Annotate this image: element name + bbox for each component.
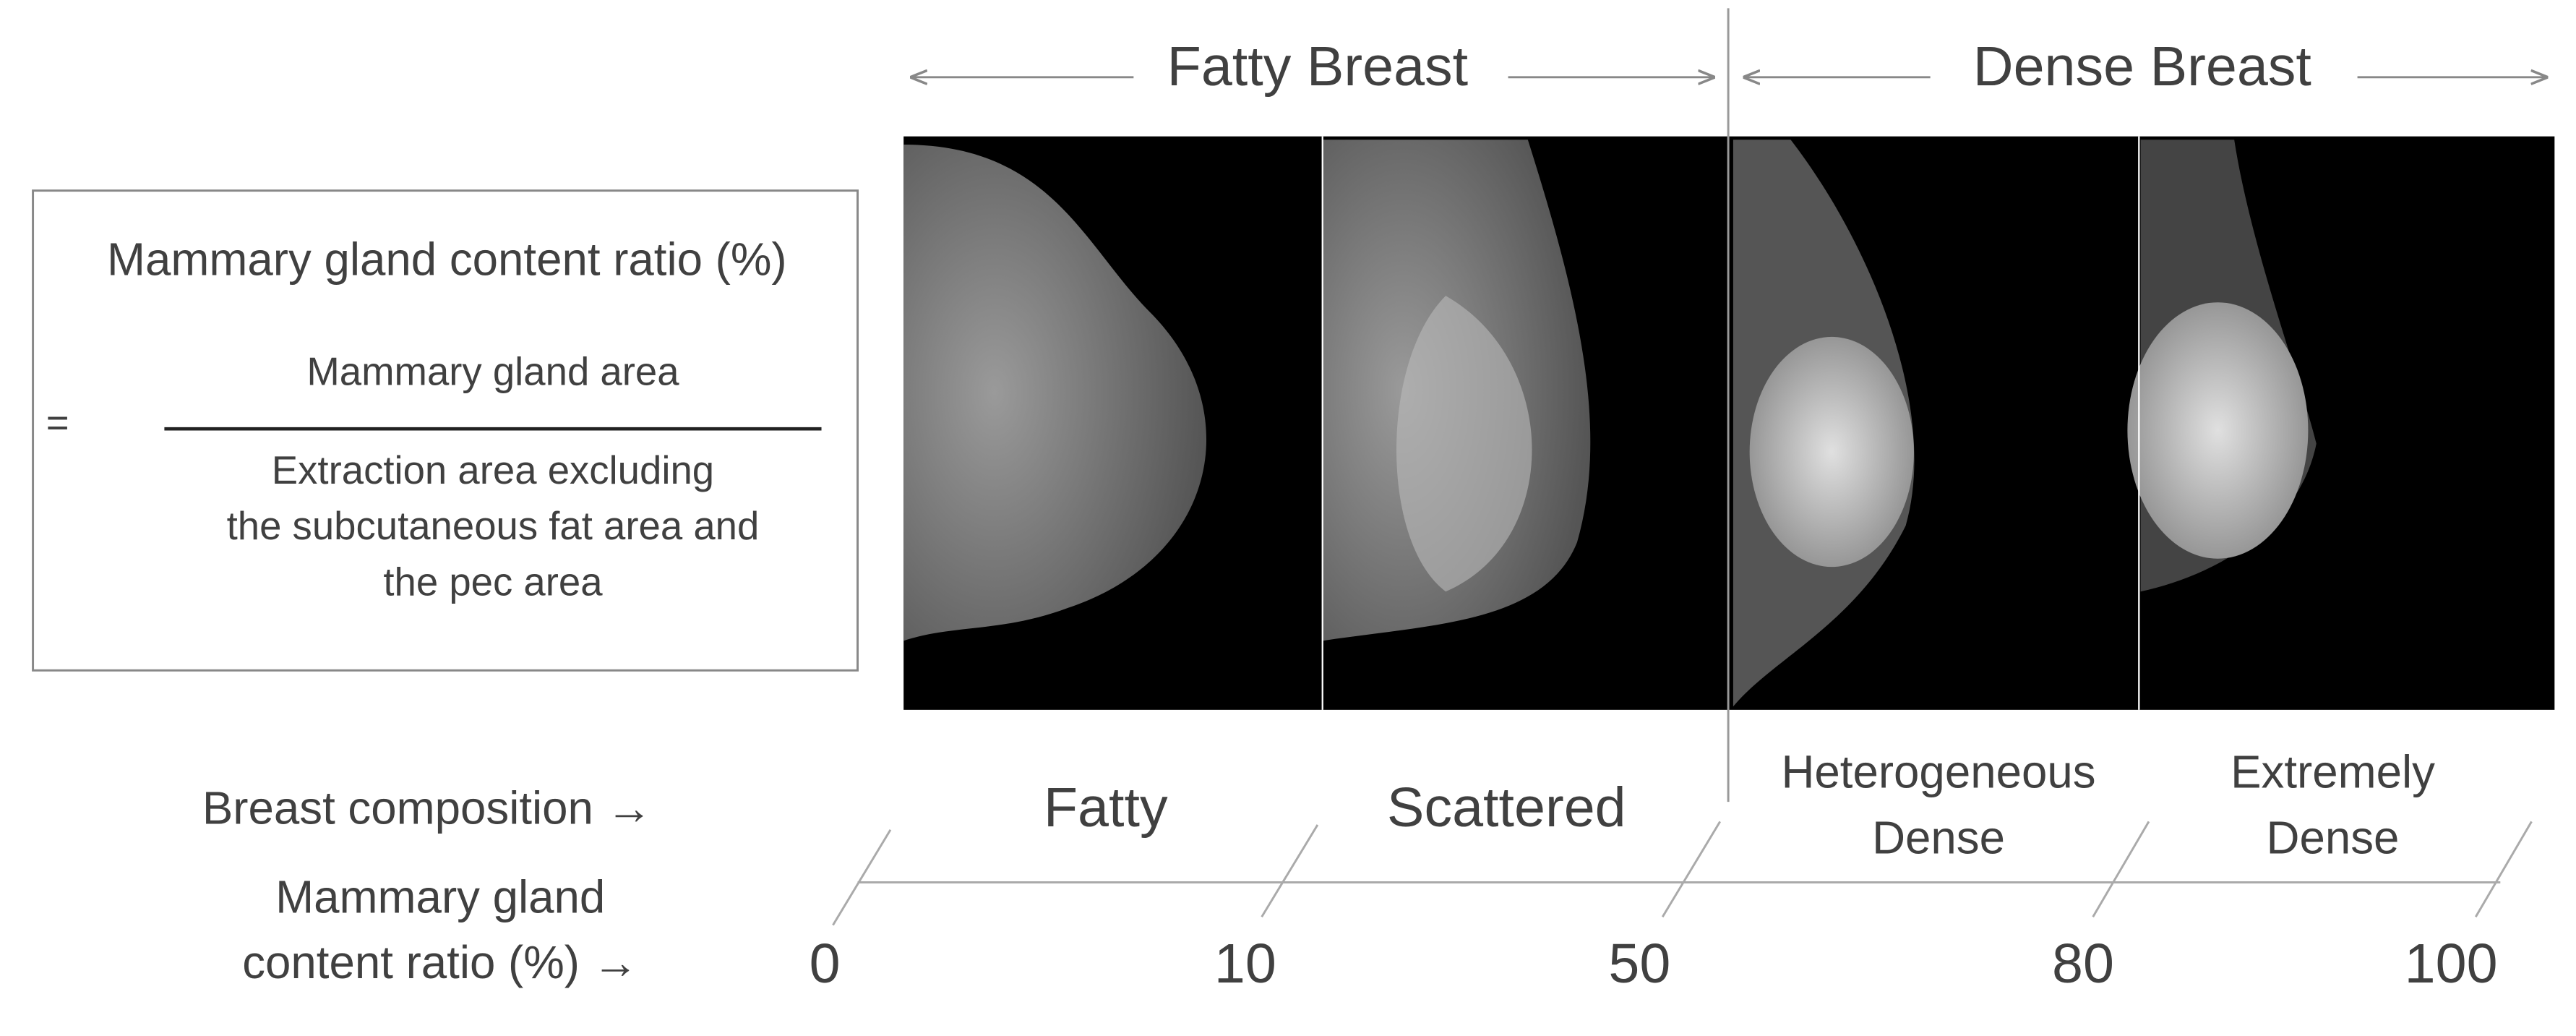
category: Dense	[1872, 812, 2005, 863]
row-label: Breast composition →	[202, 783, 652, 834]
category: Heterogeneous	[1781, 747, 2095, 798]
category: Extremely	[2231, 747, 2435, 798]
row-label: content ratio (%) →	[242, 937, 638, 988]
scale-label: 80	[2052, 933, 2114, 995]
equals: =	[46, 401, 69, 445]
scale-label: 50	[1608, 933, 1670, 995]
scale-label: 0	[810, 933, 841, 995]
denominator: the subcutaneous fat area and	[227, 504, 760, 548]
denominator: Extraction area excluding	[272, 448, 714, 492]
formula-box	[32, 189, 859, 672]
category: Fatty	[1044, 776, 1168, 839]
header-dense: Dense Breast	[1973, 35, 2311, 98]
denominator: the pec area	[383, 560, 603, 604]
numerator: Mammary gland area	[306, 350, 679, 394]
scale-label: 100	[2405, 933, 2498, 995]
row-label: Mammary gland	[275, 871, 605, 922]
header-fatty: Fatty Breast	[1167, 35, 1469, 98]
scale-label: 10	[1214, 933, 1276, 995]
formula-title: Mammary gland content ratio (%)	[107, 234, 787, 285]
category: Dense	[2267, 812, 2400, 863]
scale-axis	[832, 821, 2533, 926]
category: Scattered	[1387, 776, 1626, 839]
